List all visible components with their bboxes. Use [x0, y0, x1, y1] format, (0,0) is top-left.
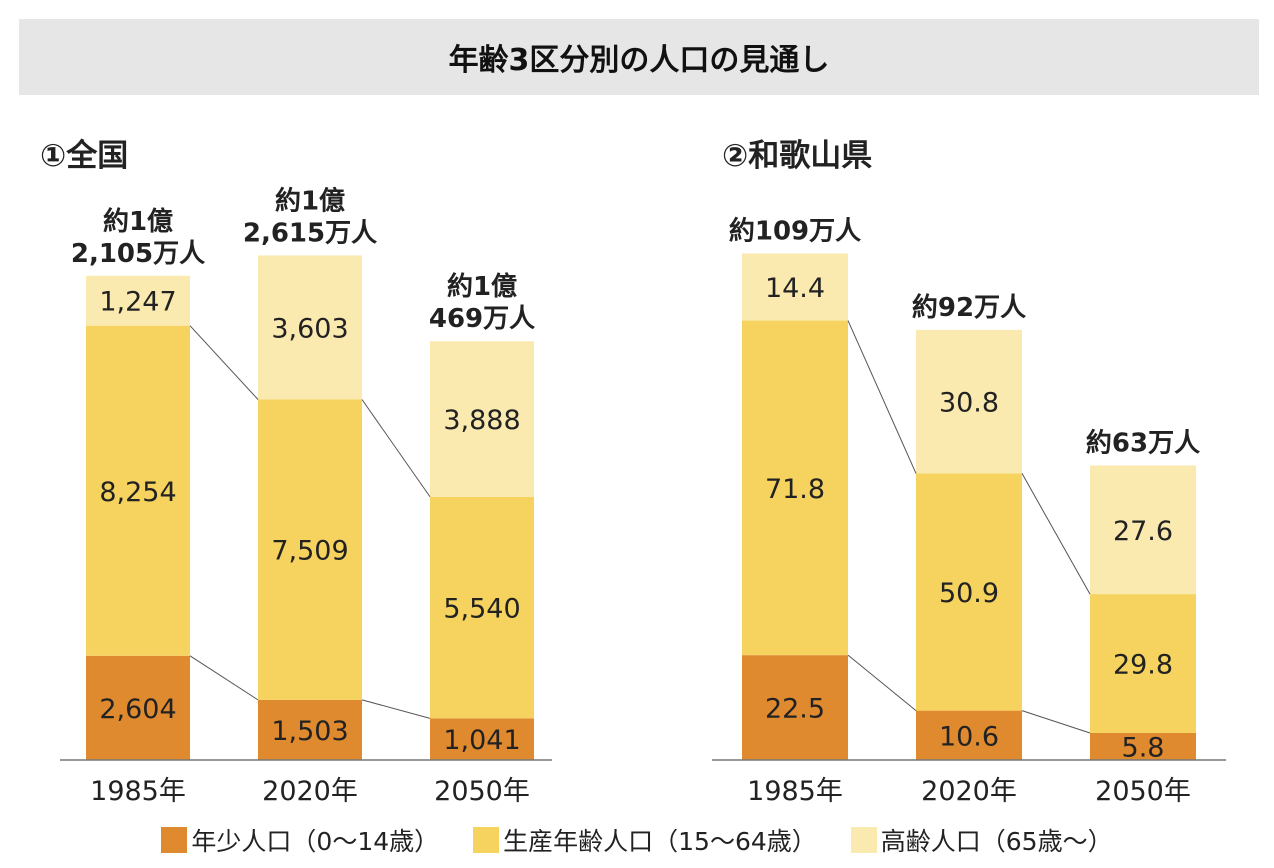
chart2-category-label-2: 2050年	[1095, 776, 1191, 807]
chart1-bar-working-2	[430, 496, 534, 719]
title-bar: 年齢3区分別の人口の見通し	[19, 19, 1259, 95]
chart2-bar-elderly-1	[916, 329, 1022, 474]
chart2-bar-young-2	[1090, 732, 1196, 760]
chart2-bar-elderly-2	[1090, 465, 1196, 595]
legend-label-elderly: 高齢人口（65歳～）	[880, 827, 1113, 856]
chart1-value-label-working-2: 5,540	[443, 594, 520, 625]
chart1-connector-1-1	[361, 399, 431, 498]
chart1-value-label-young-1: 1,503	[271, 716, 348, 747]
chart1-value-label-elderly-1: 3,603	[271, 313, 348, 344]
chart1-bar-elderly-1	[258, 255, 362, 400]
chart2-connector-1-1	[1021, 473, 1091, 595]
chart1-value-label-young-2: 1,041	[443, 725, 520, 756]
legend-item-young: 年少人口（0～14歳）	[161, 822, 439, 858]
chart2-value-label-elderly-2: 27.6	[1113, 516, 1173, 547]
chart2-value-label-working-0: 71.8	[765, 474, 825, 505]
chart2-bar-elderly-0	[742, 253, 848, 321]
chart2-total-label-0-0: 約109万人	[729, 215, 861, 246]
legend-swatch-young	[161, 827, 188, 853]
chart1-bar-young-2	[430, 718, 534, 760]
chart2-value-label-elderly-1: 30.8	[939, 388, 999, 419]
chart2-connector-0-0	[847, 654, 917, 711]
chart-title: 年齢3区分別の人口の見通し	[448, 43, 830, 78]
chart1-connector-0-1	[361, 699, 431, 719]
chart1-connector-0-0	[189, 655, 259, 701]
chart1-connector-1-0	[189, 325, 259, 400]
chart1-category-label-0: 1985年	[90, 776, 186, 807]
chart1-value-label-young-0: 2,604	[99, 694, 176, 725]
chart2-value-label-young-1: 10.6	[939, 721, 999, 752]
chart1-total-label-0-1: 2,105万人	[71, 239, 205, 269]
legend: 年少人口（0～14歳） 生産年齢人口（15～64歳） 高齢人口（65歳～）	[0, 818, 1274, 862]
chart1-value-label-elderly-2: 3,888	[443, 405, 520, 436]
chart1-total-label-1-1: 2,615万人	[243, 218, 377, 248]
legend-swatch-working	[473, 827, 500, 853]
chart1-total-label-2-0: 約1億	[447, 271, 517, 302]
chart2-bar-working-2	[1090, 594, 1196, 733]
chart2-bar-young-0	[742, 655, 848, 760]
chart1-bar-elderly-0	[86, 275, 190, 326]
chart2-bar-young-1	[916, 710, 1022, 760]
legend-label-working: 生産年齢人口（15～64歳）	[503, 827, 817, 856]
chart2-total-label-1-0: 約92万人	[912, 292, 1026, 323]
chart1-category-label-2: 2050年	[434, 776, 530, 807]
chart1-category-label-1: 2020年	[262, 776, 358, 807]
chart1-bar-working-0	[86, 325, 190, 656]
chart2-bar-working-0	[742, 320, 848, 656]
chart2-bar-working-1	[916, 473, 1022, 711]
chart1-bar-working-1	[258, 399, 362, 700]
chart1-value-label-working-0: 8,254	[99, 477, 176, 508]
chart1-total-label-1-0: 約1億	[275, 185, 345, 216]
legend-item-working: 生産年齢人口（15～64歳）	[473, 822, 817, 858]
chart1-bar-young-1	[258, 699, 362, 760]
chart1-bar-young-0	[86, 655, 190, 760]
chart2-value-label-young-2: 5.8	[1122, 732, 1165, 763]
chart1-value-label-elderly-0: 1,247	[99, 287, 176, 318]
chart1-total-label-2-1: 469万人	[429, 304, 535, 334]
chart1-total-label-0-0: 約1億	[103, 206, 173, 237]
chart2-total-label-2-0: 約63万人	[1086, 427, 1200, 458]
legend-label-young: 年少人口（0～14歳）	[191, 827, 440, 856]
chart2-connector-0-1	[1021, 710, 1091, 734]
chart2-value-label-elderly-0: 14.4	[765, 273, 825, 304]
chart1-title: ①全国	[40, 138, 128, 174]
chart2-title: ②和歌山県	[722, 138, 872, 174]
chart2-category-label-0: 1985年	[747, 776, 843, 807]
chart1-bar-elderly-2	[430, 341, 534, 497]
legend-item-elderly: 高齢人口（65歳～）	[850, 822, 1113, 858]
chart2-category-label-1: 2020年	[921, 776, 1017, 807]
chart2-connector-1-0	[847, 320, 917, 474]
legend-swatch-elderly	[850, 827, 877, 853]
chart2-value-label-young-0: 22.5	[765, 694, 825, 725]
chart1-value-label-working-1: 7,509	[271, 536, 348, 567]
chart2-value-label-working-1: 50.9	[939, 578, 999, 609]
chart2-value-label-working-2: 29.8	[1113, 650, 1173, 681]
